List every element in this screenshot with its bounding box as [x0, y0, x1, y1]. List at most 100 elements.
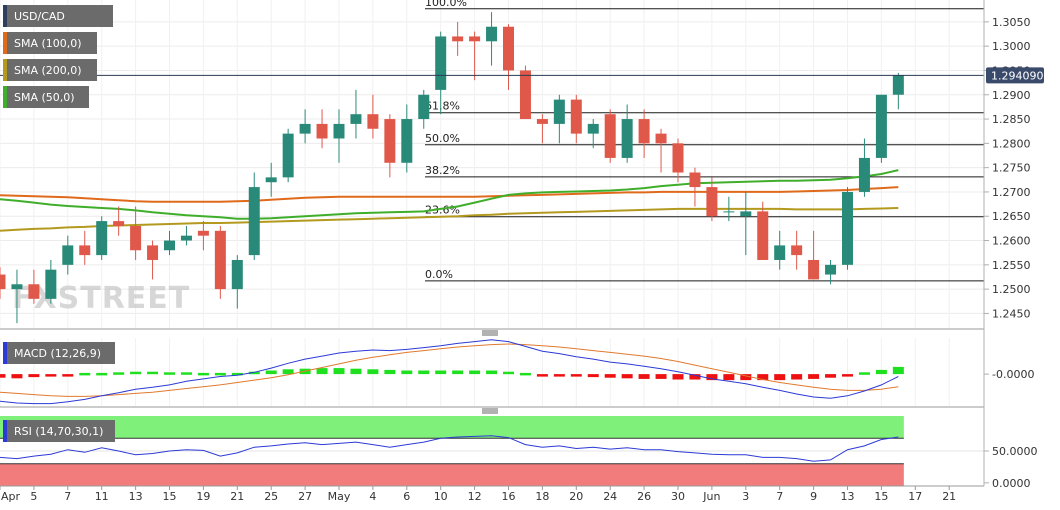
rsi-axis: 50.0000 0.0000: [984, 445, 1038, 490]
candle-body: [384, 119, 396, 163]
date-axis: Apr 5 7 11 13 15 19 21 25 27 May 4 6 10 12 16 18 20 24 26 30…: [0, 486, 956, 503]
date-tick-label: 4: [369, 490, 376, 503]
macd-histogram-bar: [401, 370, 413, 375]
candle-body: [28, 284, 40, 299]
legend-symbol[interactable]: USD/CAD: [3, 5, 113, 27]
candle: [519, 65, 531, 120]
date-tick-label: 15: [163, 490, 177, 503]
date-tick-label: 10: [434, 490, 448, 503]
legend-sma-200[interactable]: SMA (200,0): [3, 59, 97, 81]
candle: [570, 94, 582, 144]
candle: [553, 94, 565, 144]
macd-histogram-bar: [418, 370, 430, 375]
candle-body: [0, 274, 6, 290]
ma-line: [0, 186, 899, 203]
rsi-overbought-zone: [0, 416, 904, 439]
date-tick-label: 30: [671, 490, 685, 503]
candle: [248, 172, 260, 260]
candle-body: [604, 114, 616, 158]
macd-line: [0, 339, 899, 405]
macd-histogram-bar: [113, 372, 125, 375]
candle-body: [316, 123, 328, 139]
candle: [62, 235, 74, 275]
date-tick-label: 17: [908, 490, 922, 503]
price-tick-label: 1.2750: [992, 162, 1031, 175]
candle-body: [401, 119, 413, 163]
rsi-line: [0, 435, 899, 462]
candle-body: [553, 99, 565, 124]
candle: [333, 109, 345, 163]
candle-body: [62, 245, 74, 265]
macd-histogram-bar: [350, 368, 362, 375]
candle: [892, 72, 904, 110]
legend-sma-50[interactable]: SMA (50,0): [3, 86, 89, 108]
date-tick-label: 21: [230, 490, 244, 503]
macd-histogram-bar: [774, 374, 786, 381]
candle: [79, 230, 91, 265]
candle-body: [672, 143, 684, 173]
candle-body: [706, 187, 718, 217]
candle-body: [164, 240, 175, 251]
candle: [130, 206, 142, 260]
candle: [180, 225, 192, 246]
candle: [265, 162, 277, 197]
macd-histogram-bar: [79, 372, 91, 376]
symbol-label: USD/CAD: [14, 10, 65, 23]
candle-body: [367, 114, 379, 129]
resize-handle-macd[interactable]: [482, 330, 498, 336]
candle-body: [503, 26, 514, 71]
macd-histogram-bar: [265, 370, 277, 375]
candle: [197, 221, 209, 251]
candle-body: [130, 225, 142, 251]
macd-histogram-bar: [519, 372, 531, 376]
candle: [689, 167, 701, 207]
candle: [452, 21, 464, 56]
legend-sma-100[interactable]: SMA (100,0): [3, 32, 97, 54]
candle: [0, 267, 6, 299]
candles: [0, 12, 904, 324]
date-tick-label: 21: [942, 490, 956, 503]
price-tick-label: 1.3050: [992, 16, 1031, 29]
macd-tick-label: -0.0000: [992, 368, 1034, 381]
ma-line: [0, 169, 899, 220]
legend-rsi[interactable]: RSI (14,70,30,1): [3, 420, 115, 442]
candle-body: [570, 99, 582, 134]
macd-histogram-bar: [11, 374, 23, 379]
candle-body: [79, 245, 91, 256]
macd-histogram-bar: [672, 374, 684, 380]
candle: [11, 269, 23, 324]
candle: [774, 230, 786, 270]
sma-50-label: SMA (50,0): [14, 91, 75, 104]
moving-averages: [0, 169, 899, 232]
price-tick-label: 1.2550: [992, 259, 1031, 272]
candle-body: [875, 94, 887, 158]
candle: [621, 104, 633, 163]
legend-macd[interactable]: MACD (12,26,9): [3, 342, 115, 364]
date-tick-label: 7: [776, 490, 783, 503]
candle-body: [435, 36, 447, 90]
date-tick-label: 6: [403, 490, 410, 503]
candle: [113, 206, 125, 236]
macd-histogram-bar: [197, 372, 209, 376]
candle-body: [689, 172, 701, 188]
price-tick-label: 1.3000: [992, 40, 1031, 53]
candle: [791, 230, 803, 270]
price-tick-label: 1.2650: [992, 210, 1031, 223]
macd-histogram-bar: [164, 372, 175, 375]
date-tick-label: 13: [129, 490, 143, 503]
rsi-tick-label: 50.0000: [992, 445, 1038, 458]
date-tick-label: Jun: [702, 490, 720, 503]
candle: [740, 191, 752, 256]
macd-histogram-bar: [282, 369, 294, 375]
candle-body: [486, 26, 498, 42]
date-tick-label: 13: [841, 490, 855, 503]
macd-histogram-bar: [435, 370, 447, 375]
candle: [842, 187, 853, 270]
fibonacci-levels: 100.0%61.8%50.0%38.2%23.6%0.0%: [425, 0, 984, 282]
candle-body: [892, 75, 904, 95]
date-tick-label: 25: [264, 490, 278, 503]
resize-handle-rsi[interactable]: [482, 408, 498, 414]
macd-histogram-bar: [638, 374, 650, 379]
macd-signal-line: [0, 343, 899, 397]
